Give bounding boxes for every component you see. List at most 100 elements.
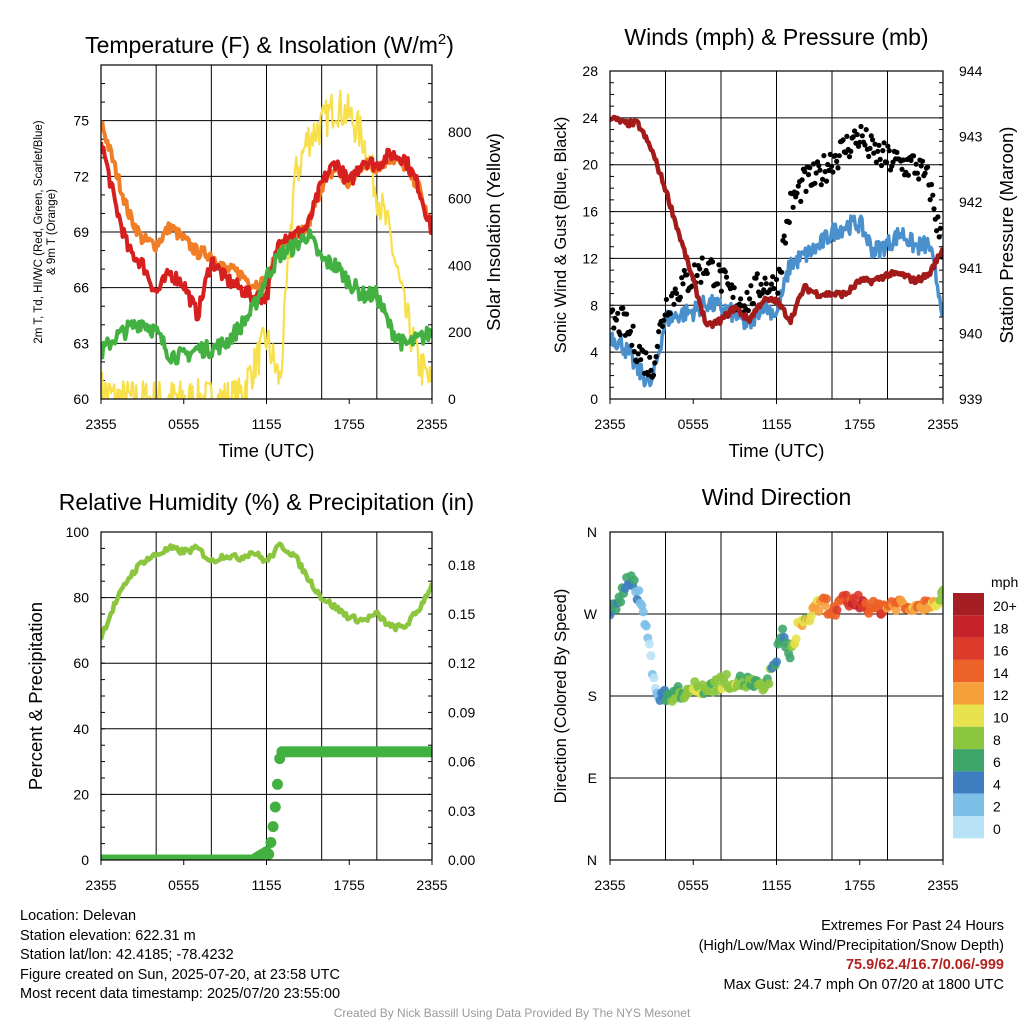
credit-text: Created By Nick Bassill Using Data Provi… [333, 1006, 691, 1020]
series-point-precip [272, 778, 283, 790]
series-line-red [101, 141, 432, 322]
x-tick-label: 0555 [678, 877, 709, 893]
elevation-text: Station elevation: 622.31 m [20, 927, 196, 944]
series-point-black [754, 271, 760, 277]
series-point-black [773, 276, 780, 283]
direction-point [722, 669, 731, 679]
series-point-black [922, 170, 928, 176]
y-tick-label: E [588, 770, 597, 786]
y-tick-label: 0 [590, 391, 598, 407]
series-point-black [681, 267, 687, 274]
legend-swatch [953, 793, 984, 816]
direction-point [891, 605, 901, 615]
series-point-black [794, 190, 800, 196]
series-point-black [624, 311, 630, 317]
direction-point [832, 605, 842, 615]
y-right-tick-label: 942 [959, 194, 983, 210]
series-point-black [928, 181, 935, 188]
series-point-black [698, 279, 704, 285]
y-tick-label: N [587, 852, 597, 868]
series-point-black [629, 342, 635, 348]
y-tick-label: 75 [73, 113, 89, 129]
series-point-black [817, 167, 823, 173]
y-right-tick-label: 0.18 [448, 557, 475, 573]
series-point-black [935, 214, 941, 220]
series-point-black [799, 177, 805, 183]
series-point-black [927, 197, 933, 203]
legend-label: 14 [993, 665, 1009, 681]
direction-point [649, 673, 659, 683]
plot-area [610, 114, 943, 388]
chart-title: Winds (mph) & Pressure (mb) [624, 24, 928, 50]
humidity-panel: Relative Humidity (%) & Precipitation (i… [25, 489, 475, 893]
series-point-black [863, 127, 869, 133]
direction-point [778, 624, 788, 634]
series-point-black [653, 354, 659, 360]
series-point-black [850, 134, 856, 140]
y-axis-title: Sonic Wind & Gust (Blue, Black) [552, 117, 570, 354]
legend-title: mph [991, 574, 1018, 590]
legend-swatch [953, 749, 984, 772]
series-point-black [866, 153, 872, 159]
direction-point [616, 597, 626, 607]
x-tick-label: 2355 [594, 877, 625, 893]
y-right-tick-label: 0 [448, 391, 456, 407]
series-point-black [790, 204, 796, 210]
y-tick-label: 80 [73, 590, 89, 606]
series-point-black [877, 156, 883, 162]
direction-point [822, 594, 831, 604]
x-tick-label: 2355 [927, 416, 958, 432]
direction-point [791, 634, 801, 644]
y-tick-label: 4 [590, 344, 598, 360]
x-tick-label: 1755 [334, 416, 365, 432]
series-point-black [820, 176, 826, 182]
series-point-black [613, 317, 620, 323]
y-axis-title: 2m T, Td, HI/WC (Red, Green, Scarlet/Blu… [33, 120, 58, 343]
series-point-black [615, 310, 621, 316]
y-tick-label: W [584, 606, 598, 622]
direction-point [764, 679, 774, 689]
series-point-black [671, 301, 677, 307]
series-point-black [779, 269, 785, 275]
series-point-black [795, 183, 801, 189]
series-point-black [630, 323, 636, 329]
series-point-black [802, 169, 808, 175]
legend-swatch [953, 771, 984, 794]
series-point-black [857, 139, 863, 145]
series-point-black [846, 154, 853, 160]
series-point-black [744, 289, 750, 295]
series-point-black [805, 172, 812, 178]
extremes-title: Extremes For Past 24 Hours [821, 918, 1004, 934]
series-point-black [638, 357, 644, 363]
direction-point [772, 657, 781, 667]
y-right-axis-title: Station Pressure (Maroon) [996, 127, 1017, 344]
series-point-black [786, 219, 792, 225]
max-gust-text: Max Gust: 24.7 mph On 07/20 at 1800 UTC [723, 976, 1004, 993]
series-point-black [858, 123, 864, 130]
series-point-black [919, 158, 926, 164]
series-point-black [910, 153, 917, 159]
series-point-black [627, 328, 634, 334]
series-point-black [825, 161, 831, 168]
series-point-black [635, 351, 641, 357]
series-point-black [934, 228, 940, 234]
series-point-black [617, 332, 623, 338]
wind-direction-panel: Wind Direction mph 20+ 18 16 14 12 10 8 6 4 2 0 2355 0… [552, 484, 1018, 893]
series-point-black [844, 133, 850, 139]
recent-timestamp-text: Most recent data timestamp: 2025/07/20 2… [20, 986, 341, 1002]
series-point-black [761, 287, 767, 293]
series-point-black [781, 233, 787, 239]
series-point-black [914, 170, 921, 176]
created-text: Figure created on Sun, 2025-07-20, at 23… [20, 966, 340, 983]
series-point-black [826, 167, 832, 173]
y-tick-label: N [587, 524, 597, 540]
series-point-black [884, 159, 890, 165]
series-point-black [697, 266, 703, 272]
x-tick-label: 1155 [251, 877, 281, 893]
series-point-black [663, 296, 670, 303]
y-right-tick-label: 0.09 [448, 704, 475, 720]
direction-point [644, 639, 654, 649]
legend-swatch [953, 816, 984, 839]
legend-swatch [953, 637, 984, 660]
y-right-axis-title: Solar Insolation (Yellow) [483, 133, 504, 331]
